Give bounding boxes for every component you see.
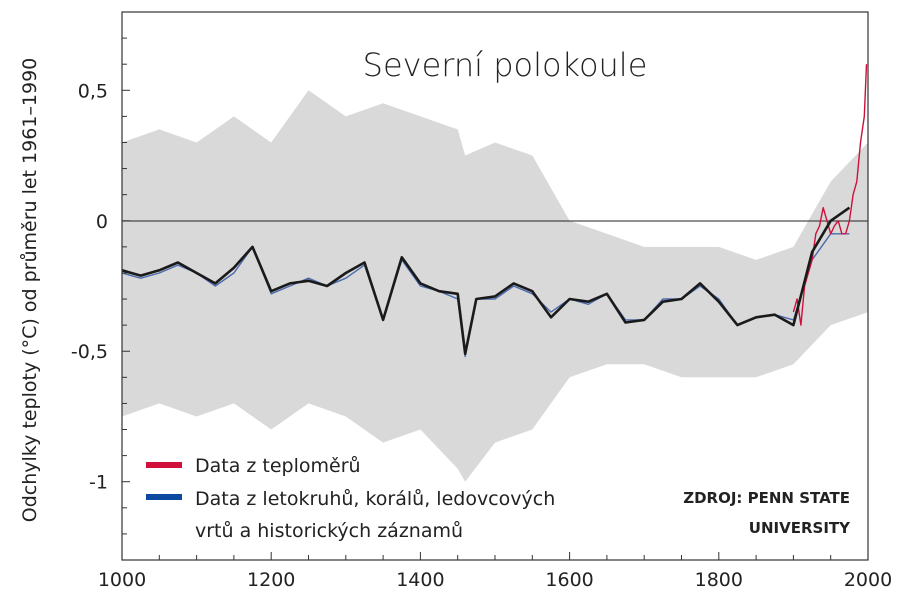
legend: Data z teploměrů Data z letokruhů, korál… — [146, 455, 555, 542]
legend-label-proxy: Data z letokruhů, korálů, ledovcových — [195, 488, 555, 510]
legend-swatch-thermometer — [146, 462, 182, 468]
chart-title: Severní polokoule — [363, 46, 648, 84]
x-tick-label: 1600 — [545, 569, 593, 591]
x-tick-label: 1800 — [695, 569, 743, 591]
legend-swatch-proxy — [146, 494, 182, 500]
x-tick-label: 2000 — [844, 569, 892, 591]
series-layer — [121, 64, 868, 358]
y-tick-label: 0,5 — [78, 80, 108, 102]
legend-label-thermometer: Data z teploměrů — [195, 455, 361, 477]
source-line-2: UNIVERSITY — [749, 519, 851, 537]
ticks-layer: 1000 1200 1400 1600 1800 2000 0,5 0 -0,5 -1 — [71, 37, 892, 591]
uncertainty-band — [122, 90, 868, 482]
y-tick-label: 0 — [96, 211, 108, 233]
uncertainty-band-layer — [122, 90, 868, 482]
y-tick-label: -0,5 — [71, 341, 108, 363]
x-tick-label: 1200 — [247, 569, 295, 591]
source-line-1: ZDROJ: PENN STATE — [683, 489, 850, 507]
series-line-smoothed — [121, 206, 851, 356]
x-tick-label: 1400 — [396, 569, 444, 591]
y-tick-label: -1 — [89, 472, 108, 494]
x-tick-label: 1000 — [98, 569, 146, 591]
y-axis-label: Odchylky teploty (°C) od průměru let 196… — [19, 58, 41, 523]
legend-label-proxy-line2: vrtů a historických záznamů — [195, 520, 463, 542]
